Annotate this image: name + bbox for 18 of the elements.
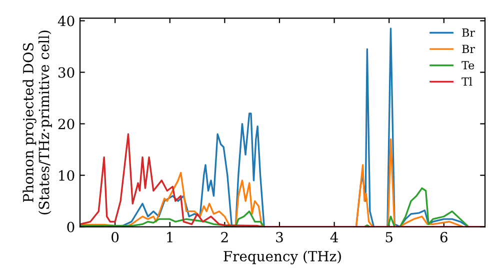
y-tick-label: 0 [67,222,74,232]
x-tick-label: 3 [276,232,283,242]
y-tick-label: 30 [58,67,74,78]
legend-label: Br [462,28,475,37]
x-axis-title: Frequency (THz) [224,250,341,264]
x-tick-label: 1 [167,232,172,242]
x-tick-label: 4 [330,232,338,242]
legend-label: Te [462,61,474,70]
y-tick-label: 10 [59,170,74,181]
legend-label: Tl [462,77,472,86]
x-tick-label: 6 [440,232,448,242]
x-tick-label: 0 [112,232,119,242]
y-axis-title: Phonon projected DOS (States/THz·primitive cell) [22,30,52,214]
x-tick-label: 5 [386,232,392,242]
x-tick-label: 2 [221,232,228,242]
y-tick-label: 20 [58,118,74,130]
legend-label: Br [462,44,475,53]
y-tick-label: 40 [58,16,74,26]
